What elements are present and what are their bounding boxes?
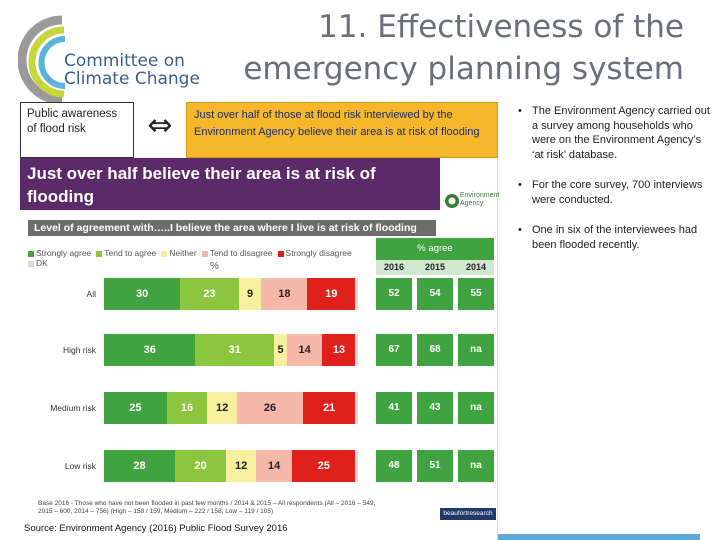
legend-swatch (201, 250, 208, 257)
legend-item: Neither (161, 248, 197, 258)
bar-segment: 25 (291, 450, 356, 482)
legend-item: Tend to agree (96, 248, 156, 258)
agree-cell: 67 (376, 334, 412, 366)
title-line-1: 11. Effectiveness of the (318, 9, 684, 45)
chart-footnote: Base 2016 - Those who have not been floo… (38, 500, 376, 515)
bullet-dot-icon: • (518, 224, 522, 236)
legend-label: Strongly agree (36, 248, 92, 258)
double-arrow-icon: ⇔ (147, 108, 173, 143)
legend-item: Strongly agree (28, 248, 91, 258)
bar-segment (355, 392, 358, 424)
ccc-logo-icon (18, 15, 66, 102)
agree-cell: na (458, 334, 494, 366)
bar-segment (355, 278, 358, 310)
bar-segment: 19 (307, 278, 356, 310)
beaufort-logo: beaufortresearch (440, 508, 496, 520)
bullet-text: The Environment Agency carried out a sur… (532, 105, 710, 161)
legend-item: DK (28, 258, 48, 268)
bar-segment: 21 (302, 392, 356, 424)
bullet-text: One in six of the interviewees had been … (532, 224, 698, 251)
bar-segment: 31 (195, 334, 275, 366)
chart-legend: Strongly agree Tend to agree Neither Tend t… (28, 248, 378, 268)
title-line-2: emergency planning system (243, 51, 684, 87)
row-label: Low risk (64, 461, 96, 471)
source-note: Source: Environment Agency (2016) Public… (24, 523, 288, 534)
bullet-dot-icon: • (518, 105, 522, 117)
year-label: 2016 (383, 262, 405, 272)
bar-segment: 20 (175, 450, 226, 482)
bar-segment: 25 (104, 392, 167, 424)
agree-cell: 54 (417, 278, 453, 310)
bar-segment: 36 (104, 334, 196, 366)
bullet-item: • For the core survey, 700 interviews wer… (512, 178, 710, 207)
panel-heading: Just over half believe their area is at … (20, 158, 440, 210)
bar-segment (355, 334, 358, 366)
legend-label: Strongly disagree (285, 248, 352, 258)
logo-line-2: Climate Change (64, 69, 200, 89)
bar-segment: 12 (207, 392, 238, 424)
logo-text: Committee on Climate Change (64, 52, 200, 88)
bar-segment: 5 (274, 334, 287, 366)
bullet-list: • The Environment Agency carried out a su… (512, 104, 710, 268)
legend-swatch (277, 250, 284, 257)
legend-swatch (28, 250, 34, 257)
bar-segment: 23 (180, 278, 239, 310)
bar-segment: 18 (261, 278, 308, 310)
bar-segment (355, 450, 358, 482)
bar-segment: 13 (322, 334, 356, 366)
agree-cell: 52 (376, 278, 412, 310)
agree-cell: 51 (417, 450, 453, 482)
agree-cell: 41 (376, 392, 412, 424)
highlight-box: Just over half of those at flood risk in… (186, 102, 498, 158)
row-label: Medium risk (50, 403, 96, 413)
survey-panel: Just over half believe their area is at … (20, 158, 500, 540)
agree-header: % agree (376, 238, 494, 260)
legend-item: Tend to disagree (201, 248, 273, 258)
agree-cell: 68 (417, 334, 453, 366)
legend-label: Tend to agree (104, 248, 157, 258)
agree-cell: 43 (417, 392, 453, 424)
bullet-item: • One in six of the interviewees had been… (512, 223, 710, 252)
bar-segment: 12 (225, 450, 257, 482)
agree-cell: na (458, 392, 494, 424)
bar-segment: 14 (286, 334, 323, 366)
legend-item: Strongly disagree (277, 248, 352, 258)
legend-label: DK (36, 258, 48, 268)
bar-segment: 14 (256, 450, 292, 482)
legend-swatch (96, 250, 103, 257)
bar-segment: 28 (104, 450, 176, 482)
accent-bar (498, 534, 700, 540)
bullet-item: • The Environment Agency carried out a su… (512, 104, 710, 162)
agree-cell: 55 (458, 278, 494, 310)
bar-segment: 30 (104, 278, 181, 310)
bar-segment: 16 (166, 392, 208, 424)
percent-symbol: % (210, 261, 219, 272)
agree-cell: 48 (376, 450, 412, 482)
page-title: 11. Effectiveness of the emergency plann… (214, 6, 684, 90)
environment-agency-logo-icon (445, 194, 459, 208)
bullet-dot-icon: • (518, 179, 522, 191)
bar-segment: 9 (238, 278, 262, 310)
agree-cell: na (458, 450, 494, 482)
bar-segment: 26 (237, 392, 303, 424)
legend-swatch (28, 260, 34, 267)
row-label: High risk (62, 345, 96, 355)
agree-years-row: 2016 2015 2014 (376, 260, 494, 275)
bullet-text: For the core survey, 700 interviews were… (532, 179, 703, 206)
row-label: All (86, 289, 96, 299)
level-of-agreement-bar: Level of agreement with…..I believe the … (28, 220, 436, 236)
year-label: 2014 (465, 262, 487, 272)
logo-line-1: Committee on (64, 51, 185, 71)
year-label: 2015 (424, 262, 446, 272)
public-awareness-box: Public awareness of flood risk (20, 102, 134, 158)
legend-label: Tend to disagree (209, 248, 273, 258)
legend-label: Neither (169, 248, 197, 258)
ea-logo-text: Environment Agency (460, 192, 500, 207)
legend-swatch (161, 250, 168, 257)
